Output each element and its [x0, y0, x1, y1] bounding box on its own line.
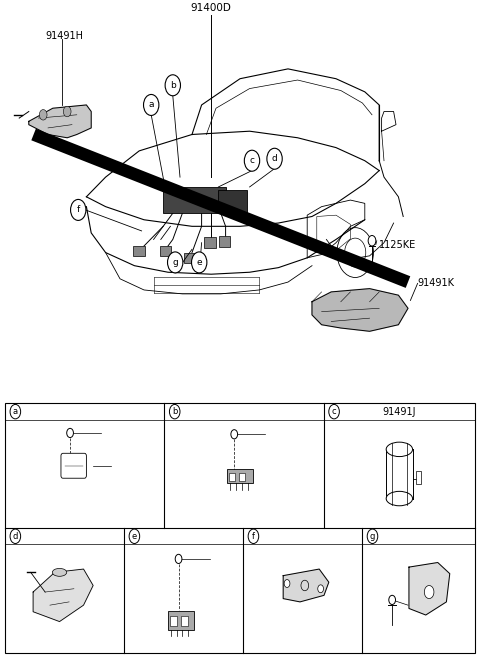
Polygon shape — [33, 569, 93, 622]
Text: 1140FY: 1140FY — [250, 549, 284, 558]
Bar — [160, 246, 171, 256]
Text: 91491H: 91491H — [46, 31, 84, 41]
Circle shape — [39, 110, 47, 120]
Bar — [227, 469, 253, 483]
Text: e: e — [196, 258, 202, 267]
Circle shape — [144, 94, 159, 115]
Ellipse shape — [52, 568, 67, 576]
Bar — [219, 236, 230, 247]
Text: e: e — [132, 532, 137, 541]
Text: b: b — [170, 81, 176, 90]
Circle shape — [248, 529, 259, 543]
Circle shape — [389, 596, 396, 605]
Text: 91491K: 91491K — [418, 278, 455, 289]
Circle shape — [367, 529, 378, 543]
Circle shape — [169, 404, 180, 419]
Text: c: c — [250, 156, 254, 165]
Text: a: a — [148, 100, 154, 110]
Circle shape — [63, 106, 71, 117]
Circle shape — [192, 252, 207, 273]
Text: d: d — [272, 154, 277, 163]
Ellipse shape — [386, 491, 413, 506]
FancyBboxPatch shape — [61, 453, 86, 478]
Circle shape — [175, 554, 182, 564]
Text: 1141AC: 1141AC — [12, 549, 47, 558]
Text: 91234A: 91234A — [103, 428, 137, 438]
Bar — [133, 246, 145, 256]
Circle shape — [244, 150, 260, 171]
Text: 91491J: 91491J — [383, 407, 416, 417]
Bar — [170, 616, 177, 626]
Text: f: f — [77, 205, 80, 215]
Text: 91932Y: 91932Y — [381, 549, 415, 558]
Text: g: g — [172, 258, 178, 267]
Text: b: b — [172, 407, 178, 416]
Text: c: c — [332, 407, 336, 416]
Polygon shape — [29, 105, 91, 138]
Circle shape — [129, 529, 140, 543]
Bar — [181, 616, 188, 626]
Text: 91980B: 91980B — [112, 461, 147, 470]
Text: 91932Z: 91932Z — [252, 625, 286, 634]
Text: a: a — [13, 407, 18, 416]
Polygon shape — [312, 289, 408, 331]
Bar — [204, 237, 216, 248]
Circle shape — [10, 529, 21, 543]
Circle shape — [168, 252, 183, 273]
Circle shape — [231, 430, 238, 439]
Text: g: g — [370, 532, 375, 541]
Polygon shape — [283, 569, 329, 602]
Bar — [163, 187, 226, 213]
Text: f: f — [252, 532, 255, 541]
Polygon shape — [409, 562, 450, 615]
Text: d: d — [12, 532, 18, 541]
Circle shape — [284, 580, 290, 588]
Circle shape — [10, 404, 21, 419]
Circle shape — [368, 236, 376, 246]
Circle shape — [267, 148, 282, 169]
Text: 91400D: 91400D — [191, 3, 232, 13]
Text: 91234A: 91234A — [369, 618, 404, 627]
Text: 91234A: 91234A — [211, 554, 246, 564]
Circle shape — [424, 585, 434, 598]
Bar — [218, 190, 247, 213]
Bar — [168, 611, 194, 630]
Text: 91234A: 91234A — [267, 430, 301, 439]
Circle shape — [67, 428, 73, 438]
Bar — [184, 253, 195, 263]
Circle shape — [165, 75, 180, 96]
Circle shape — [329, 404, 339, 419]
Bar — [5, 403, 475, 653]
Bar — [229, 473, 235, 481]
Bar — [239, 473, 245, 481]
Ellipse shape — [386, 442, 413, 457]
Circle shape — [318, 585, 324, 593]
Text: 1125KE: 1125KE — [379, 240, 417, 251]
Circle shape — [71, 199, 86, 220]
Bar — [417, 471, 421, 484]
